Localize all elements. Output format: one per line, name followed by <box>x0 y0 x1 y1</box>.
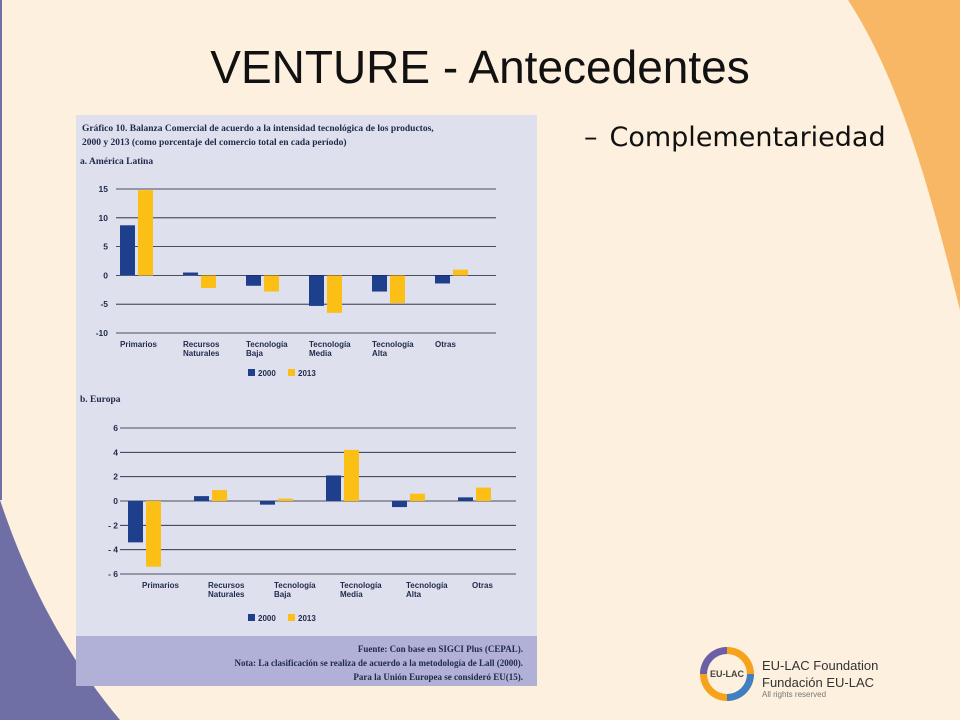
europa-y-tick-label: - 2 <box>108 520 118 530</box>
eu-lac-logo: EU-LAC <box>698 645 756 703</box>
latam-y-tick-label: 0 <box>103 270 108 280</box>
latam-category-label: Naturales <box>183 349 220 358</box>
europa-bar-2013 <box>212 490 227 501</box>
latam-bar-2000 <box>120 225 135 276</box>
latam-y-tick-label: 15 <box>99 184 109 194</box>
europa-bar-2000 <box>326 475 341 501</box>
europa-bar-2013 <box>344 449 359 501</box>
europa-category-label: Tecnología <box>340 581 382 590</box>
europa-legend-label-2000: 2000 <box>258 614 276 623</box>
latam-category-label: Media <box>309 349 332 358</box>
europa-category-label: Tecnología <box>406 581 448 590</box>
europa-bar-2013 <box>278 498 293 501</box>
latam-y-tick-label: 10 <box>99 213 109 223</box>
latam-bar-2013 <box>390 275 405 304</box>
europa-legend-label-2013: 2013 <box>298 614 316 623</box>
europa-bar-2000 <box>260 501 275 505</box>
europa-bar-2000 <box>128 501 143 543</box>
latam-category-label: Alta <box>372 349 388 358</box>
latam-y-tick-label: 5 <box>103 242 108 252</box>
eu-note: Para la Unión Europea se consideró EU(15… <box>353 672 523 682</box>
europa-category-label: Alta <box>406 590 422 599</box>
europa-y-tick-label: - 4 <box>108 545 118 555</box>
europa-legend-swatch-2000 <box>248 614 255 621</box>
logo-badge-text: EU-LAC <box>710 669 744 679</box>
europa-bar-2000 <box>392 501 407 508</box>
latam-bar-2013 <box>327 275 342 313</box>
bullet-item: – Complementariedad <box>584 122 886 153</box>
latam-category-label: Tecnología <box>309 340 351 349</box>
source-note: Fuente: Con base en SIGCI Plus (CEPAL). <box>357 644 523 654</box>
europa-bar-2000 <box>458 497 473 501</box>
figure-title: Gráfico 10. Balanza Comercial de acuerdo… <box>82 122 502 150</box>
latam-bar-2013 <box>138 190 153 276</box>
bullet-text: Complementariedad <box>609 122 886 153</box>
latam-category-label: Baja <box>246 349 263 358</box>
latam-category-label: Recursos <box>183 340 220 349</box>
europa-legend-swatch-2013 <box>288 614 295 621</box>
slide-title: VENTURE - Antecedentes <box>210 41 750 93</box>
europa-y-tick-label: - 6 <box>108 569 118 579</box>
notes-box: Fuente: Con base en SIGCI Plus (CEPAL). … <box>76 636 537 686</box>
latam-bar-2013 <box>264 275 279 292</box>
europa-y-tick-label: 4 <box>113 447 118 457</box>
europa-bar-2013 <box>146 501 161 567</box>
europa-category-label: Naturales <box>208 590 245 599</box>
europa-category-label: Tecnología <box>274 581 316 590</box>
left-edge-line <box>0 0 2 500</box>
figure-title-line-1: Gráfico 10. Balanza Comercial de acuerdo… <box>82 124 434 134</box>
latam-bar-2000 <box>183 272 198 276</box>
europa-category-label: Baja <box>274 590 291 599</box>
latam-bar-2000 <box>435 275 450 284</box>
latam-legend-swatch-2013 <box>288 369 295 376</box>
latam-category-label: Tecnología <box>246 340 288 349</box>
latam-category-label: Tecnología <box>372 340 414 349</box>
purple-corner-shape <box>0 500 120 720</box>
figure-title-line-2: 2000 y 2013 (como porcentaje del comerci… <box>82 138 347 148</box>
latam-category-label: Otras <box>435 340 456 349</box>
chart-figure: Gráfico 10. Balanza Comercial de acuerdo… <box>76 115 537 686</box>
latam-legend-label-2000: 2000 <box>258 369 276 378</box>
methodology-note: Nota: La clasificación se realiza de acu… <box>234 658 523 668</box>
europa-bar-2013 <box>476 487 491 501</box>
panel-b-title: b. Europa <box>80 395 121 405</box>
latam-bar-2013 <box>453 269 468 276</box>
europa-bar-2000 <box>194 496 209 501</box>
panel-a-title: a. América Latina <box>80 157 154 167</box>
latam-y-tick-label: -5 <box>100 299 108 309</box>
latam-bar-2000 <box>372 275 387 292</box>
latam-bar-2013 <box>201 275 216 289</box>
latam-category-label: Primarios <box>120 340 157 349</box>
latam-legend-label-2013: 2013 <box>298 369 316 378</box>
logo-line-3: All rights reserved <box>762 690 827 699</box>
europa-category-label: Media <box>340 590 363 599</box>
europa-y-tick-label: 6 <box>113 423 118 433</box>
latam-y-tick-label: -10 <box>96 328 109 338</box>
logo-text: EU-LAC Foundation Fundación EU-LAC All r… <box>762 658 878 699</box>
europa-y-tick-label: 0 <box>113 496 118 506</box>
latam-legend-swatch-2000 <box>248 369 255 376</box>
orange-corner-shape <box>848 0 960 310</box>
europa-category-label: Otras <box>472 581 493 590</box>
logo-line-2: Fundación EU-LAC <box>762 675 874 690</box>
eu-lac-logo-icon: EU-LAC <box>700 647 754 701</box>
latam-bar-2000 <box>246 275 261 286</box>
latam-bar-2000 <box>309 275 324 306</box>
europa-category-label: Recursos <box>208 581 245 590</box>
logo-line-1: EU-LAC Foundation <box>762 658 879 673</box>
europa-y-tick-label: 2 <box>113 472 118 482</box>
europa-category-label: Primarios <box>142 581 179 590</box>
bullet-dash: – <box>584 122 598 153</box>
europa-bar-2013 <box>410 493 425 501</box>
